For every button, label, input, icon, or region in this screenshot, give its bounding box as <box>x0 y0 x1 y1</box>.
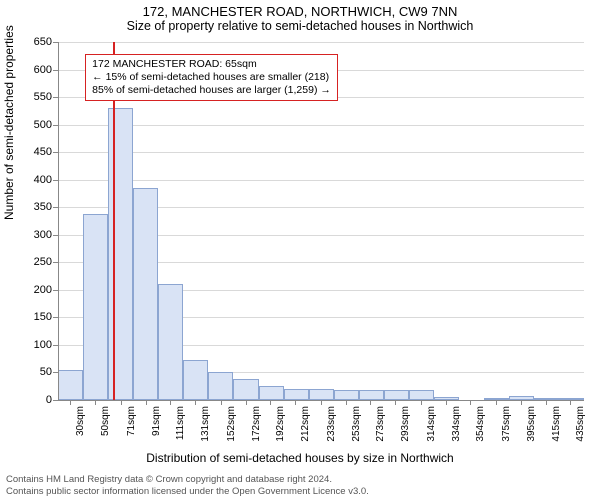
info-box-line: 172 MANCHESTER ROAD: 65sqm <box>92 58 331 71</box>
x-tick-mark <box>95 400 96 405</box>
histogram-bar <box>133 188 158 400</box>
x-tick-label: 233sqm <box>324 406 337 442</box>
x-tick-label: 395sqm <box>524 406 537 442</box>
x-tick-label: 212sqm <box>298 406 311 442</box>
x-tick-mark <box>446 400 447 405</box>
x-tick-label: 71sqm <box>124 406 137 436</box>
x-tick-mark <box>395 400 396 405</box>
histogram-bar <box>309 389 334 400</box>
x-tick-mark <box>370 400 371 405</box>
histogram-bar <box>208 372 233 400</box>
x-tick-mark <box>570 400 571 405</box>
histogram-bar <box>384 390 409 400</box>
page-title: 172, MANCHESTER ROAD, NORTHWICH, CW9 7NN <box>0 4 600 19</box>
footer-attribution: Contains HM Land Registry data © Crown c… <box>6 474 594 498</box>
y-tick-label: 500 <box>34 119 58 131</box>
gridline <box>58 180 584 181</box>
x-tick-label: 375sqm <box>499 406 512 442</box>
histogram-bar <box>158 284 183 400</box>
x-tick-label: 334sqm <box>449 406 462 442</box>
x-tick-mark <box>195 400 196 405</box>
y-tick-label: 0 <box>46 394 58 406</box>
x-tick-label: 91sqm <box>149 406 162 436</box>
x-tick-label: 354sqm <box>473 406 486 442</box>
info-box-line: 85% of semi-detached houses are larger (… <box>92 84 331 97</box>
footer-line: Contains HM Land Registry data © Crown c… <box>6 474 594 486</box>
x-tick-label: 273sqm <box>373 406 386 442</box>
histogram-bar <box>284 389 309 400</box>
x-tick-label: 314sqm <box>424 406 437 442</box>
gridline <box>58 125 584 126</box>
y-tick-label: 150 <box>34 311 58 323</box>
y-tick-label: 50 <box>40 366 58 378</box>
histogram-bar <box>359 390 384 400</box>
x-tick-mark <box>170 400 171 405</box>
x-tick-label: 172sqm <box>249 406 262 442</box>
x-tick-mark <box>121 400 122 405</box>
chart-plot-area: 0501001502002503003504004505005506006503… <box>58 42 584 400</box>
x-tick-label: 415sqm <box>549 406 562 442</box>
x-tick-mark <box>321 400 322 405</box>
histogram-bar <box>58 370 83 400</box>
x-tick-mark <box>546 400 547 405</box>
info-box-line: ← 15% of semi-detached houses are smalle… <box>92 71 331 84</box>
x-tick-mark <box>221 400 222 405</box>
x-tick-label: 192sqm <box>273 406 286 442</box>
y-tick-label: 250 <box>34 256 58 268</box>
x-axis-label: Distribution of semi-detached houses by … <box>0 451 600 465</box>
gridline <box>58 42 584 43</box>
x-tick-label: 30sqm <box>73 406 86 436</box>
x-tick-label: 435sqm <box>573 406 586 442</box>
property-info-box: 172 MANCHESTER ROAD: 65sqm← 15% of semi-… <box>85 54 338 101</box>
y-tick-label: 400 <box>34 174 58 186</box>
histogram-bar <box>233 379 258 400</box>
y-tick-label: 300 <box>34 229 58 241</box>
y-tick-label: 600 <box>34 64 58 76</box>
x-tick-mark <box>521 400 522 405</box>
x-tick-label: 111sqm <box>173 406 186 440</box>
x-tick-mark <box>270 400 271 405</box>
x-tick-label: 131sqm <box>198 406 211 442</box>
x-tick-label: 152sqm <box>224 406 237 442</box>
histogram-bar <box>83 214 108 400</box>
footer-line: Contains public sector information licen… <box>6 486 594 498</box>
x-tick-mark <box>295 400 296 405</box>
x-tick-label: 253sqm <box>349 406 362 442</box>
page-subtitle: Size of property relative to semi-detach… <box>0 19 600 33</box>
x-tick-mark <box>346 400 347 405</box>
x-tick-mark <box>246 400 247 405</box>
x-tick-mark <box>70 400 71 405</box>
histogram-bar <box>259 386 284 400</box>
gridline <box>58 152 584 153</box>
y-tick-label: 200 <box>34 284 58 296</box>
y-tick-label: 650 <box>34 36 58 48</box>
x-tick-mark <box>421 400 422 405</box>
y-axis-label: Number of semi-detached properties <box>2 25 16 220</box>
x-tick-mark <box>146 400 147 405</box>
histogram-bar <box>334 390 359 400</box>
y-tick-label: 550 <box>34 91 58 103</box>
x-tick-mark <box>496 400 497 405</box>
x-tick-label: 50sqm <box>98 406 111 436</box>
y-axis-line <box>58 42 59 400</box>
x-tick-mark <box>470 400 471 405</box>
x-tick-label: 293sqm <box>398 406 411 442</box>
histogram-bar <box>409 390 434 400</box>
histogram-bar <box>183 360 208 400</box>
y-tick-label: 350 <box>34 201 58 213</box>
y-tick-label: 100 <box>34 339 58 351</box>
y-tick-label: 450 <box>34 146 58 158</box>
